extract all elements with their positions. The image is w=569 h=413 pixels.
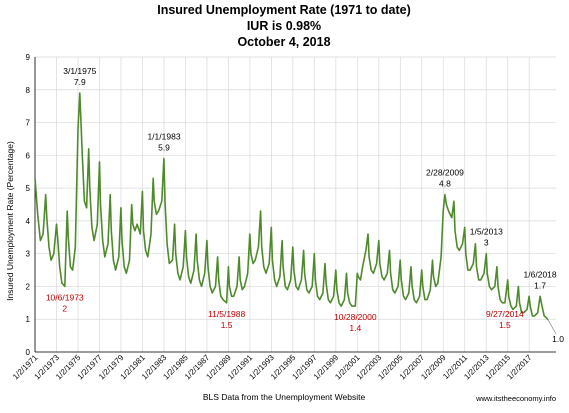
peak-annotation: 1/6/2018	[524, 269, 557, 279]
trough-annotation: 10/28/2000	[334, 312, 377, 322]
y-tick-label: 9	[26, 53, 31, 62]
peak-annotation: 1/1/1983	[147, 132, 180, 142]
y-tick-label: 0	[26, 348, 31, 357]
peak-annotation: 7.9	[74, 77, 86, 87]
y-tick-labels: 0 1 2 3 4 5 6 7 8 9	[26, 53, 31, 357]
last-value-leader	[547, 319, 557, 335]
x-axis-title: BLS Data from the Unemployment Website	[203, 392, 366, 402]
y-tick-label: 6	[26, 151, 31, 160]
chart-subtitle-iur: IUR is 0.98%	[247, 19, 321, 33]
trough-annotation: 1.5	[499, 320, 511, 330]
last-value-label: 1.0	[552, 334, 564, 344]
y-tick-label: 8	[26, 86, 31, 95]
chart-title: Insured Unemployment Rate (1971 to date)	[157, 3, 411, 17]
chart-subtitle-date: October 4, 2018	[237, 35, 330, 49]
peak-annotation: 3	[484, 238, 489, 248]
peak-annotation: 2/28/2009	[426, 168, 464, 178]
peak-annotation: 5.9	[158, 143, 170, 153]
trough-annotation: 1.4	[349, 323, 361, 333]
y-tick-label: 5	[26, 184, 31, 193]
trough-annotation: 10/6/1973	[46, 292, 84, 302]
y-tick-label: 7	[26, 119, 31, 128]
peak-annotation: 3/1/1975	[63, 66, 96, 76]
iur-series-line	[34, 92, 549, 321]
trough-annotation: 11/5/1988	[208, 309, 245, 319]
peak-annotation: 4.8	[439, 179, 451, 189]
axes	[34, 57, 556, 353]
y-tick-label: 1	[26, 315, 31, 324]
y-axis-title: Insured Unemployment Rate (Percentage)	[5, 141, 15, 301]
trough-annotation: 1.5	[221, 320, 233, 330]
peak-annotation: 1.7	[534, 280, 546, 290]
series-layer	[34, 92, 549, 321]
source-note: www.itstheeconomy.info	[475, 394, 556, 403]
y-tick-label: 2	[26, 282, 31, 291]
trough-annotation: 2	[62, 303, 67, 313]
y-tick-label: 4	[26, 217, 31, 226]
trough-annotation: 9/27/2014	[486, 309, 524, 319]
peak-annotation: 1/5/2013	[470, 227, 503, 237]
y-tick-label: 3	[26, 250, 31, 259]
